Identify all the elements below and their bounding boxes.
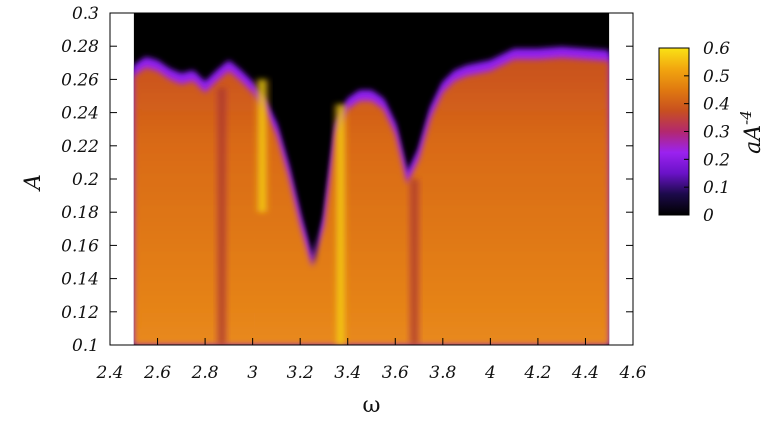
ridge-2	[253, 79, 272, 213]
colorbar-title-base: aA	[741, 125, 766, 154]
colorbar-tick-label: 0.1	[703, 178, 730, 198]
y-tick-label: 0.16	[61, 236, 99, 256]
x-axis: 2.4 2.6 2.8 3 3.2 3.4 3.6 3.8 4 4.2 4.4 4.6	[95, 13, 647, 383]
x-tick-label: 3.8	[429, 363, 456, 383]
colorbar-tick-label: 0.3	[703, 123, 730, 143]
x-tick-label: 2.8	[191, 363, 219, 383]
x-tick-label: 2.4	[95, 363, 123, 383]
y-tick-label: 0.24	[61, 104, 99, 124]
x-tick-label: 4.6	[618, 363, 646, 383]
y-tick-label: 0.2	[72, 170, 99, 190]
x-tick-label: 4.4	[571, 363, 599, 383]
y-tick-label: 0.18	[61, 203, 99, 223]
heatmap-field	[133, 13, 610, 345]
ridge-3	[331, 104, 350, 345]
colorbar-tick-label: 0.5	[703, 67, 730, 87]
dark-notch	[295, 13, 332, 266]
colorbar-title-exponent: -4	[737, 110, 755, 125]
colorbar-tick-label: 0.4	[703, 95, 730, 115]
orange-field	[133, 57, 610, 345]
y-tick-label: 0.1	[72, 336, 99, 356]
ridge-1	[214, 87, 229, 345]
colorbar-tick-label: 0.2	[703, 150, 730, 170]
ridge-4	[407, 179, 422, 345]
y-axis: 0.1 0.12 0.14 0.16 0.18 0.2 0.22 0.24 0.26 0.28 0.…	[61, 4, 633, 356]
y-tick-label: 0.14	[61, 270, 99, 290]
x-tick-label: 3.2	[287, 363, 314, 383]
colorbar-tick-label: 0.6	[703, 39, 730, 59]
y-tick-label: 0.22	[61, 137, 99, 157]
x-tick-label: 2.6	[143, 363, 171, 383]
y-axis-title: A	[21, 174, 46, 192]
colorbar: 0 0.1 0.2 0.3 0.4 0.5 0.6	[658, 39, 730, 226]
colorbar-tick-label: 0	[703, 206, 714, 226]
x-tick-label: 3.4	[334, 363, 361, 383]
y-tick-label: 0.12	[61, 303, 99, 323]
y-tick-label: 0.3	[72, 4, 99, 24]
x-axis-title: ω	[363, 393, 381, 418]
colorbar-title: aA-4	[737, 110, 766, 154]
y-tick-label: 0.26	[61, 70, 99, 90]
x-tick-label: 4.2	[523, 363, 551, 383]
x-tick-label: 4	[484, 363, 496, 383]
x-tick-label: 3	[247, 363, 258, 383]
x-tick-label: 3.6	[382, 363, 409, 383]
y-tick-label: 0.28	[61, 37, 99, 57]
